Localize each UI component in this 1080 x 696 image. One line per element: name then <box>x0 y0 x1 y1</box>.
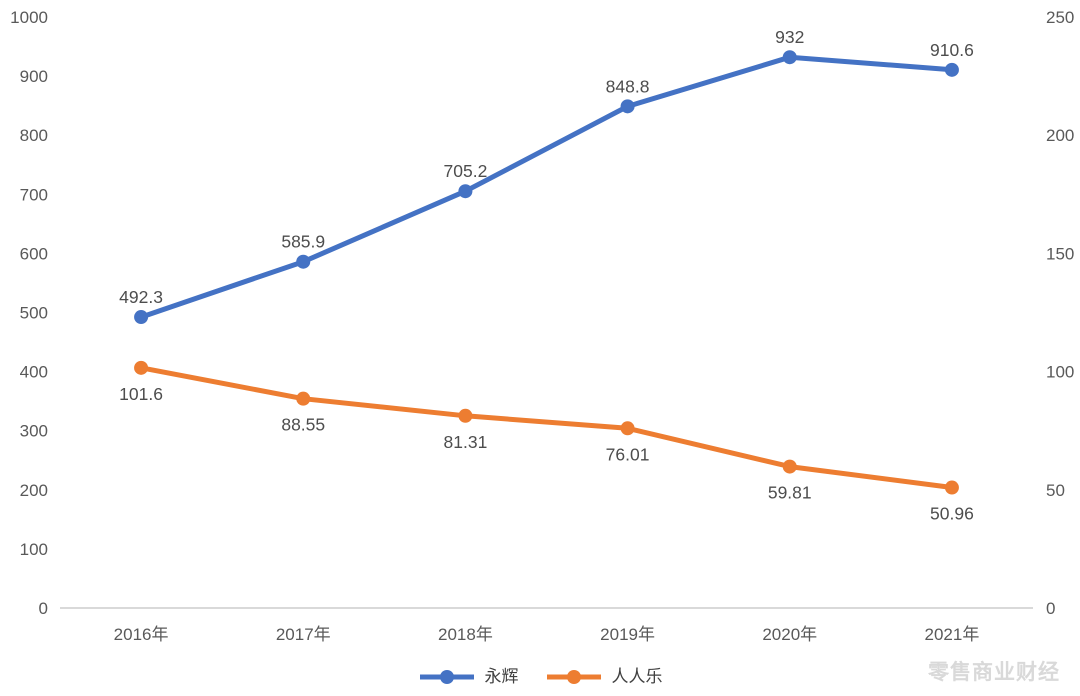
y-axis-left-tick-label: 100 <box>20 540 48 559</box>
data-label: 59.81 <box>768 483 812 503</box>
data-label: 492.3 <box>119 287 163 307</box>
legend-dot <box>439 669 454 684</box>
legend-item-yonghui: 永辉 <box>418 668 519 685</box>
data-label: 76.01 <box>606 444 650 464</box>
x-axis-tick-label: 2019年 <box>600 625 655 644</box>
legend-line-marker-icon <box>546 669 601 684</box>
y-axis-right-tick-label: 200 <box>1046 126 1074 145</box>
x-axis-tick-label: 2020年 <box>762 625 817 644</box>
data-label: 585.9 <box>281 232 325 252</box>
y-axis-right-tick-label: 50 <box>1046 481 1065 500</box>
data-label: 932 <box>775 27 804 47</box>
data-point <box>620 99 635 114</box>
series-line-yonghui <box>138 54 955 320</box>
x-axis-tick-label: 2017年 <box>276 625 331 644</box>
y-axis-left-tick-label: 600 <box>20 244 48 263</box>
legend-dot <box>566 669 581 684</box>
y-axis-right-tick-label: 150 <box>1046 244 1074 263</box>
data-point <box>134 310 149 325</box>
data-point <box>134 360 149 375</box>
x-axis-tick-label: 2016年 <box>114 625 169 644</box>
data-label: 705.2 <box>444 161 488 181</box>
y-axis-left-tick-label: 0 <box>39 599 48 618</box>
data-label: 81.31 <box>444 432 488 452</box>
y-axis-left-tick-label: 200 <box>20 481 48 500</box>
data-point <box>296 254 311 269</box>
y-axis-right-tick-label: 250 <box>1046 8 1074 27</box>
legend-line-marker-icon <box>419 669 474 684</box>
y-axis-left-tick-label: 800 <box>20 126 48 145</box>
data-label: 910.6 <box>930 40 974 60</box>
data-label: 848.8 <box>606 76 650 96</box>
y-axis-left-tick-label: 1000 <box>10 8 48 27</box>
data-point <box>458 184 473 199</box>
x-axis-tick-label: 2018年 <box>438 625 493 644</box>
data-point <box>782 459 797 474</box>
y-axis-left-tick-label: 700 <box>20 185 48 204</box>
data-point <box>944 480 959 495</box>
data-label: 50.96 <box>930 504 974 524</box>
data-point <box>620 421 635 436</box>
y-axis-left-tick-label: 500 <box>20 304 48 323</box>
data-label: 101.6 <box>119 384 163 404</box>
y-axis-left-tick-label: 300 <box>20 422 48 441</box>
y-axis-left-tick-label: 900 <box>20 67 48 86</box>
chart-legend: 永辉 人人乐 <box>0 668 1080 685</box>
legend-label-renrenle: 人人乐 <box>611 667 663 686</box>
x-axis-tick-label: 2021年 <box>925 625 980 644</box>
y-axis-right-tick-label: 0 <box>1046 599 1055 618</box>
data-point <box>944 62 959 77</box>
y-axis-right-tick-label: 100 <box>1046 363 1074 382</box>
data-point <box>458 408 473 423</box>
legend-label-yonghui: 永辉 <box>484 667 519 686</box>
series-line-renrenle <box>138 365 955 490</box>
legend-item-renrenle: 人人乐 <box>545 668 663 685</box>
y-axis-left-tick-label: 400 <box>20 363 48 382</box>
watermark: 零售商业财经 <box>928 661 1060 684</box>
data-label: 88.55 <box>281 415 325 435</box>
data-point <box>296 391 311 406</box>
data-point <box>782 50 797 65</box>
